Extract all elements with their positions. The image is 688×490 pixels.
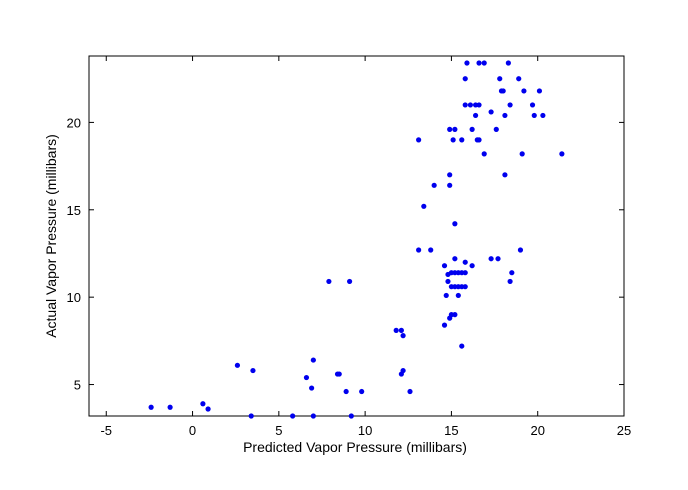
data-point [431,182,437,188]
data-point [326,278,332,285]
data-point [467,102,474,108]
data-point [310,357,316,363]
data-point [248,413,254,419]
data-point [459,137,465,143]
data-point [540,112,546,119]
data-point [462,270,468,276]
data-point [521,88,527,94]
x-tick-label: 10 [358,423,372,438]
data-point [476,60,482,66]
data-point [529,102,536,108]
data-point [234,362,241,368]
y-tick-label: 10 [67,290,81,305]
plot-frame [88,55,625,417]
data-point [495,256,501,262]
data-point [469,126,475,132]
data-point [559,151,565,157]
y-axis-ticks: 5 10 15 20 [67,115,624,393]
y-tick-label: 15 [67,203,81,218]
y-axis-label: Actual Vapor Pressure (millibars) [43,134,59,338]
data-point [507,278,513,285]
data-point [531,112,537,119]
data-point [462,76,468,82]
data-point [464,60,470,66]
data-point [450,137,456,143]
data-point [500,88,506,94]
data-point [505,60,511,66]
data-point [447,182,453,188]
data-point [459,343,465,349]
data-point [290,413,296,419]
data-point [336,371,342,377]
data-point [400,367,406,374]
x-axis-label: Predicted Vapor Pressure (millibars) [243,439,467,455]
data-point [421,203,427,209]
data-point [516,76,522,82]
data-point [536,88,543,94]
data-point [509,270,515,276]
x-tick-label: 0 [189,423,196,438]
data-point [502,172,508,178]
data-point [343,388,349,395]
data-point [497,76,503,82]
data-point [393,327,399,333]
data-point [472,112,479,119]
data-point [493,126,499,132]
data-point [310,413,316,419]
data-point [452,221,458,227]
data-point [407,388,413,395]
data-point [416,247,422,253]
data-point [517,247,524,253]
data-point [462,102,468,108]
y-tick-label: 5 [74,378,81,393]
data-point [346,278,353,285]
x-tick-label: 25 [617,423,631,438]
data-point [447,172,453,178]
x-tick-label: 5 [275,423,282,438]
data-point [507,102,513,108]
data-point [481,60,487,66]
data-point [502,112,508,119]
data-point [416,137,422,143]
data-point [452,126,458,132]
data-point [519,151,525,157]
plot-area: -5 0 5 10 15 20 25 5 10 15 20 [67,55,631,438]
data-point [398,327,404,333]
data-point [309,385,315,391]
data-point [462,284,468,290]
data-point [481,151,487,157]
data-point [452,312,458,318]
data-point [443,292,449,299]
data-point [359,388,365,395]
x-tick-label: -5 [100,423,112,438]
data-point [428,247,434,253]
data-point [205,406,211,412]
data-point [348,413,354,419]
data-point [441,322,448,328]
data-point [167,404,173,410]
x-axis-ticks: -5 0 5 10 15 20 25 [100,56,631,438]
y-tick-label: 20 [67,115,81,130]
data-point [250,367,256,374]
data-point [488,109,494,115]
data-point [400,333,406,339]
data-point [200,401,206,407]
data-point [445,278,451,285]
x-tick-label: 15 [444,423,458,438]
data-point [488,256,494,262]
data-point [447,126,453,132]
x-tick-label: 20 [530,423,544,438]
data-point [441,263,448,269]
data-point [148,404,154,410]
data-point [462,259,468,265]
data-point [452,256,458,262]
data-point [469,263,475,269]
data-point [303,374,310,381]
data-point [476,137,482,143]
data-points [148,60,565,419]
data-point [455,292,461,299]
data-point [476,102,482,108]
